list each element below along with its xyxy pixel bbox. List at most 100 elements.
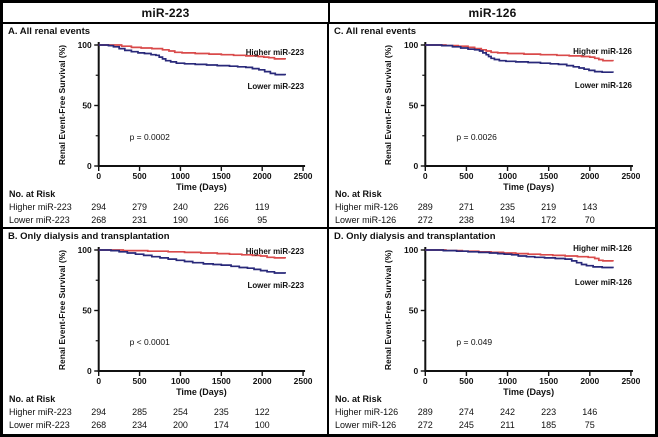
y-tick-label: 100 [78, 40, 92, 50]
panel-d: D. Only dialysis and transplantation 100… [329, 229, 655, 434]
risk-row-value: 122 [255, 407, 270, 417]
risk-row-value: 75 [585, 420, 595, 430]
y-tick-label: 50 [82, 305, 92, 315]
x-tick-label: 500 [459, 171, 473, 181]
risk-table-header: No. at Risk [9, 189, 55, 199]
risk-row-label: Higher miR-126 [335, 202, 398, 212]
x-tick-label: 0 [423, 376, 428, 386]
y-tick-label: 50 [409, 101, 419, 111]
risk-row-value: 285 [132, 407, 147, 417]
x-tick-label: 2500 [294, 376, 313, 386]
x-tick-label: 2500 [294, 171, 313, 181]
x-tick-label: 2500 [621, 171, 640, 181]
risk-row-value: 294 [91, 407, 106, 417]
risk-row-value: 174 [214, 420, 229, 430]
panel-c: C. All renal events 100 50 0 0 500 1000 1500 20… [329, 24, 655, 229]
risk-row-value: 268 [91, 420, 106, 430]
risk-table-header: No. at Risk [9, 394, 55, 404]
risk-table-header: No. at Risk [335, 394, 383, 404]
risk-row-value: 289 [418, 202, 433, 212]
risk-row-value: 272 [418, 215, 433, 225]
x-axis-label: Time (Days) [503, 182, 554, 192]
risk-row-value: 268 [91, 215, 106, 225]
survival-curve-higher [425, 44, 614, 62]
panels-grid: A. All renal events 100 50 0 0 500 1000 1500 20… [3, 24, 655, 434]
risk-row-value: 242 [500, 407, 515, 417]
x-tick-label: 1000 [498, 376, 517, 386]
risk-row-value: 172 [541, 215, 556, 225]
x-tick-label: 1000 [498, 171, 517, 181]
risk-row-label: Higher miR-223 [9, 202, 72, 212]
p-value-label: p = 0.0002 [130, 132, 170, 142]
axis-lines [424, 247, 633, 372]
curve-label-higher: Higher miR-223 [246, 48, 305, 57]
panel-a: A. All renal events 100 50 0 0 500 1000 1500 20… [3, 24, 329, 229]
axis-lines [97, 42, 306, 167]
curve-label-higher: Higher miR-126 [573, 47, 632, 56]
column-header-mir126: miR-126 [468, 5, 517, 20]
risk-row-value: 70 [585, 215, 595, 225]
x-tick-label: 500 [133, 171, 147, 181]
x-tick-label: 2000 [253, 171, 272, 181]
risk-row-value: 190 [173, 215, 188, 225]
axis-lines [424, 42, 633, 167]
survival-curve-lower [98, 44, 286, 76]
risk-row-value: 294 [91, 202, 106, 212]
risk-row-value: 234 [132, 420, 147, 430]
p-value-label: p = 0.049 [456, 337, 492, 347]
risk-row-value: 254 [173, 407, 188, 417]
x-axis-label: Time (Days) [176, 387, 227, 397]
risk-row-value: 219 [541, 202, 556, 212]
p-value-label: p < 0.0001 [130, 337, 170, 347]
y-axis-label: Renal Event-Free Survival (%) [383, 45, 393, 165]
risk-row-value: 200 [173, 420, 188, 430]
risk-row-value: 194 [500, 215, 515, 225]
curve-label-lower: Lower miR-126 [575, 278, 633, 287]
panel-b-title: B. Only dialysis and transplantation [8, 231, 170, 242]
x-tick-label: 1500 [539, 376, 558, 386]
x-axis-label: Time (Days) [503, 387, 554, 397]
risk-row-value: 143 [582, 202, 597, 212]
risk-row-value: 231 [132, 215, 147, 225]
survival-curve-higher [98, 44, 286, 60]
x-tick-label: 1500 [212, 171, 231, 181]
curve-label-higher: Higher miR-223 [246, 247, 305, 256]
y-axis-label: Renal Event-Free Survival (%) [57, 45, 67, 165]
axis-lines [97, 247, 306, 372]
x-tick-label: 1500 [212, 376, 231, 386]
y-axis-label: Renal Event-Free Survival (%) [383, 250, 393, 370]
panel-b: B. Only dialysis and transplantation 100… [3, 229, 329, 434]
x-tick-label: 2000 [580, 376, 599, 386]
risk-row-value: 235 [500, 202, 515, 212]
risk-row-value: 211 [500, 420, 514, 430]
y-tick-label: 50 [82, 100, 92, 110]
risk-row-value: 289 [418, 407, 433, 417]
x-tick-label: 2500 [621, 376, 640, 386]
x-tick-label: 1500 [539, 171, 558, 181]
curve-label-higher: Higher miR-126 [573, 244, 632, 253]
y-tick-label: 100 [404, 245, 418, 255]
survival-curve-lower [425, 249, 614, 269]
risk-row-value: 166 [214, 215, 229, 225]
column-header-mir223: miR-223 [3, 3, 330, 22]
risk-row-label: Higher miR-126 [335, 407, 398, 417]
curve-label-lower: Lower miR-223 [247, 281, 304, 290]
curve-label-lower: Lower miR-126 [575, 81, 633, 90]
panel-c-title: C. All renal events [334, 26, 417, 37]
risk-row-value: 238 [459, 215, 474, 225]
x-tick-label: 2000 [253, 376, 272, 386]
y-tick-label: 0 [87, 366, 92, 376]
x-tick-label: 1000 [171, 376, 190, 386]
curve-label-lower: Lower miR-223 [247, 82, 304, 91]
p-value-label: p = 0.0026 [456, 132, 497, 142]
panel-a-title: A. All renal events [8, 26, 91, 37]
risk-row-value: 240 [173, 202, 188, 212]
x-tick-label: 0 [96, 376, 101, 386]
y-tick-label: 0 [414, 161, 419, 171]
survival-curve-lower [98, 249, 286, 274]
x-tick-label: 0 [96, 171, 101, 181]
risk-row-value: 100 [255, 420, 270, 430]
risk-row-value: 245 [459, 420, 474, 430]
